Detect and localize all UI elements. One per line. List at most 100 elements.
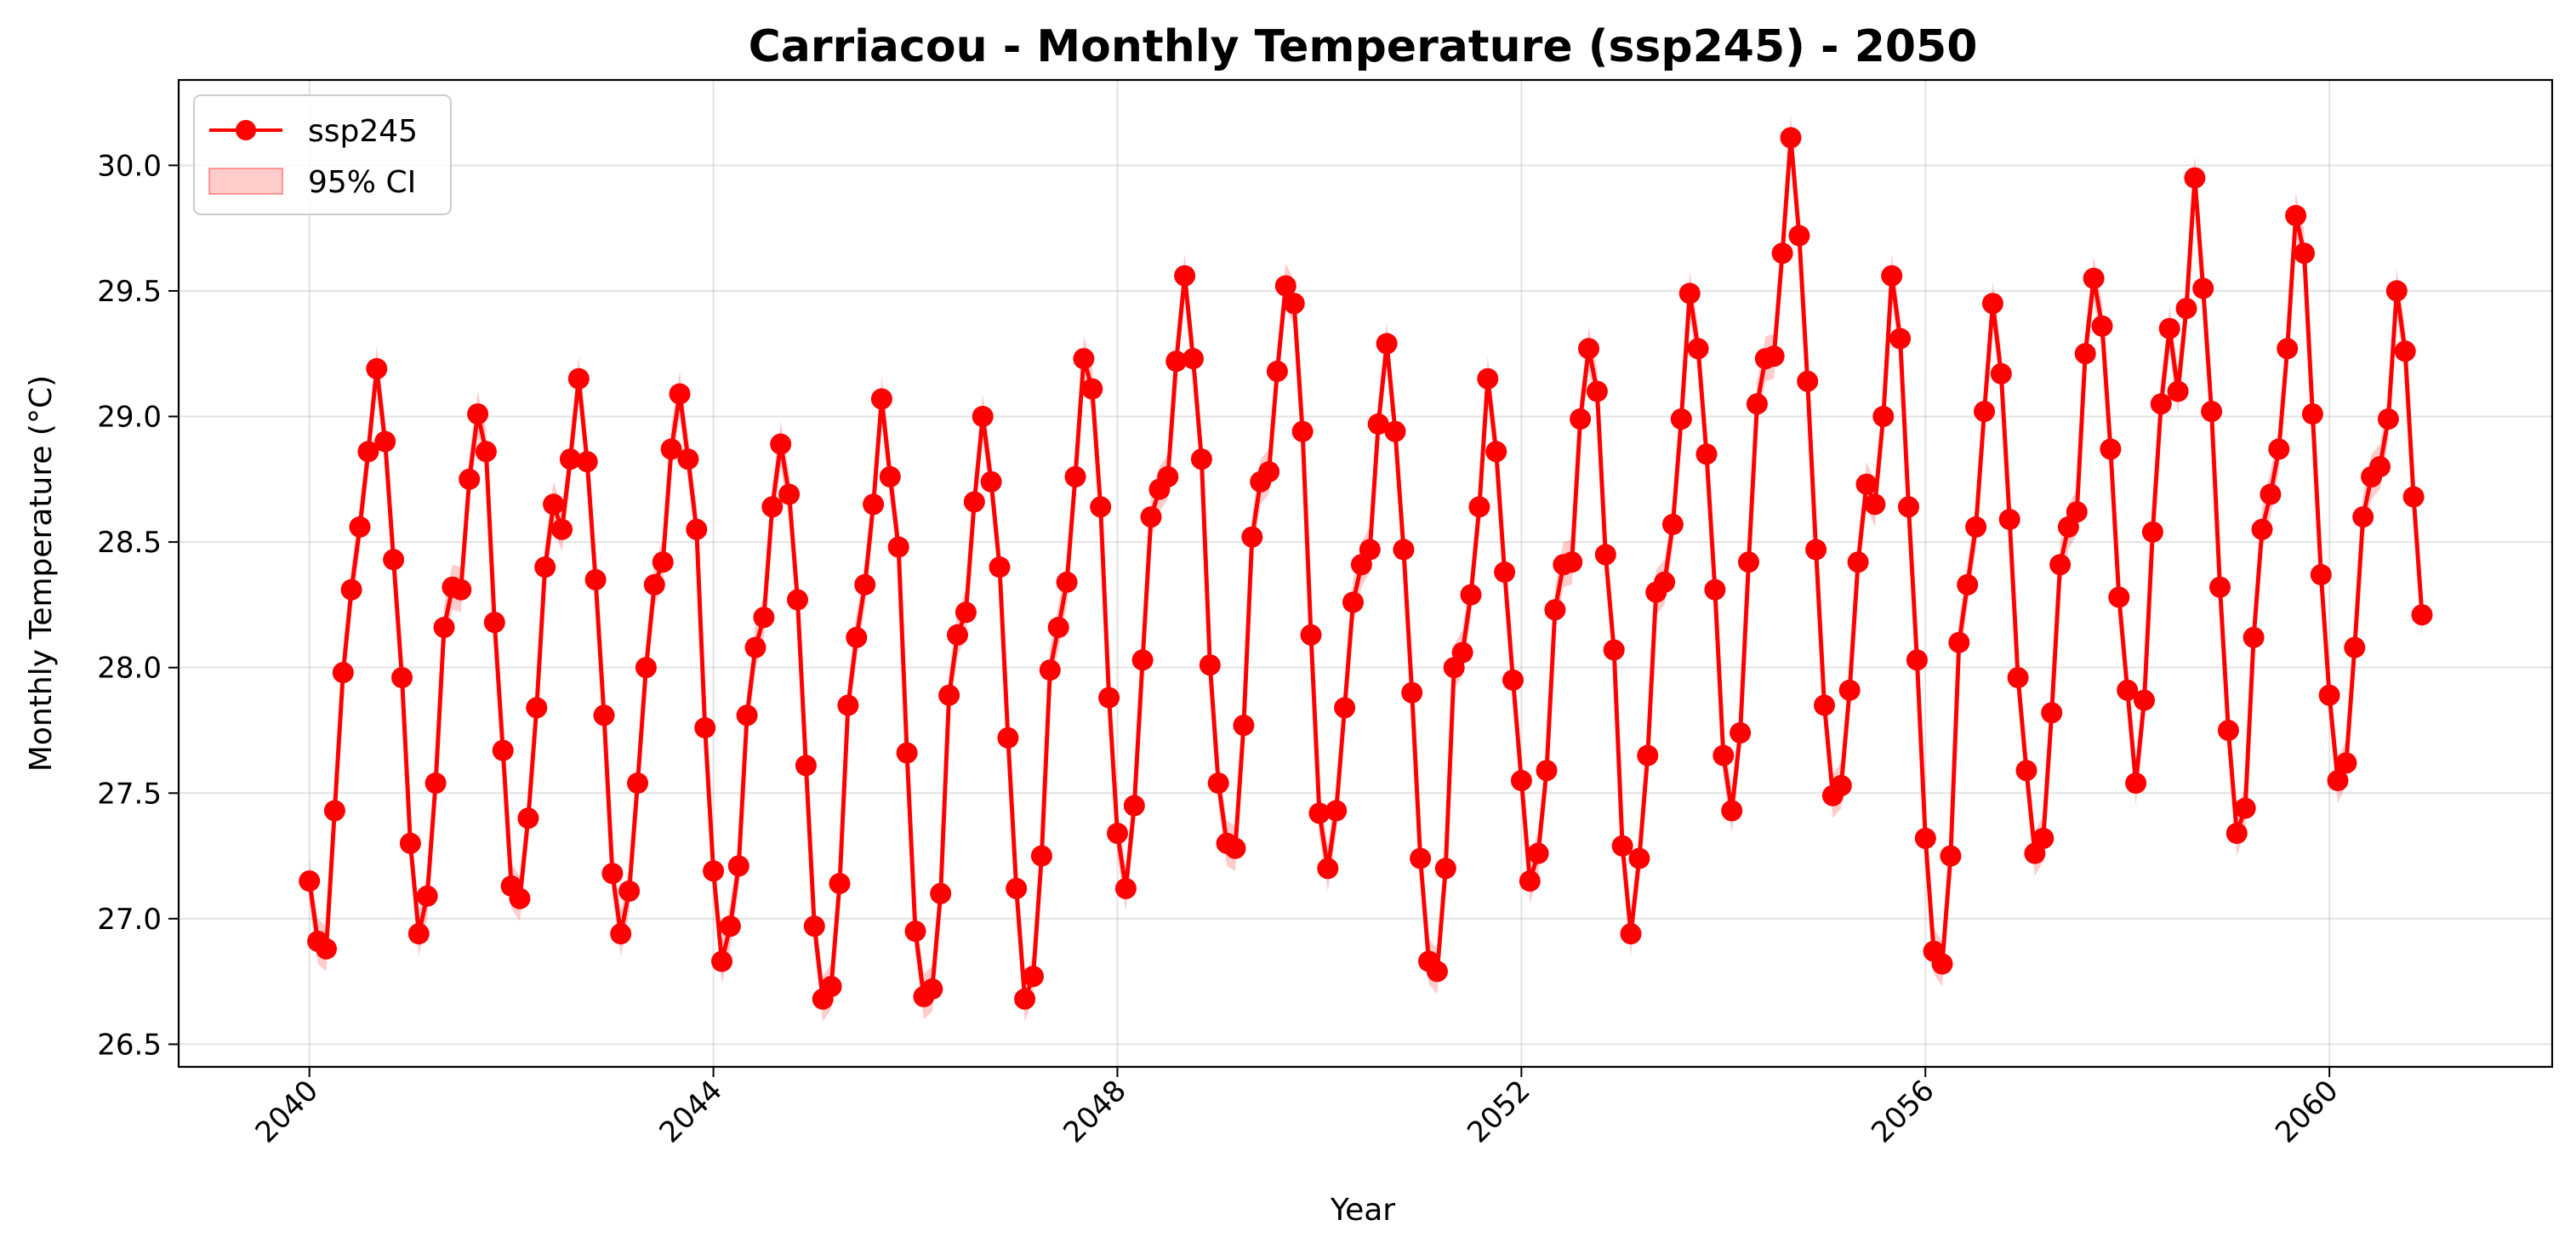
data-point	[543, 493, 565, 516]
data-point	[1678, 282, 1701, 305]
data-point	[938, 684, 960, 706]
x-tick-label: 2040	[249, 1074, 325, 1149]
data-point	[2344, 636, 2366, 658]
data-point	[2352, 506, 2374, 528]
data-point	[2141, 521, 2163, 543]
data-point	[1291, 420, 1314, 442]
y-tick-label: 29.5	[97, 275, 162, 309]
data-point	[1123, 795, 1145, 817]
data-point	[947, 624, 968, 646]
x-tick-label: 2044	[653, 1074, 728, 1149]
data-point	[887, 536, 909, 558]
data-point	[316, 938, 337, 960]
data-point	[1157, 465, 1179, 487]
data-point	[2083, 267, 2105, 289]
data-point	[1998, 509, 2020, 530]
data-point	[837, 694, 859, 716]
data-point	[1914, 827, 1936, 849]
data-point	[323, 800, 345, 822]
data-point	[1637, 744, 1659, 767]
legend: ssp245 95% CI	[193, 94, 452, 215]
data-point	[1241, 526, 1263, 548]
data-point	[744, 636, 767, 658]
x-tick-label: 2052	[1461, 1074, 1536, 1149]
data-point	[1047, 617, 1069, 638]
data-point	[1384, 420, 1406, 442]
data-point	[509, 887, 531, 909]
data-point	[761, 496, 784, 518]
data-point	[1410, 847, 1432, 869]
data-point	[1064, 465, 1086, 487]
data-point	[1654, 571, 1676, 593]
data-point	[584, 568, 607, 590]
data-point	[2125, 772, 2147, 794]
data-point	[1704, 579, 1726, 601]
data-point	[1477, 368, 1499, 390]
data-point	[1872, 406, 1895, 427]
data-point	[635, 657, 657, 679]
data-point	[1881, 265, 1903, 287]
legend-label-ci: 95% CI	[308, 165, 416, 200]
data-point	[2285, 204, 2307, 226]
data-point	[1056, 571, 1078, 593]
data-point	[1485, 441, 1507, 463]
data-point	[2327, 770, 2349, 791]
data-point	[601, 863, 624, 885]
data-point	[2209, 576, 2231, 598]
data-point	[1738, 551, 1759, 573]
data-point	[2310, 564, 2332, 585]
data-point	[820, 976, 842, 997]
y-tick-label: 29.0	[97, 401, 162, 435]
data-point	[2015, 760, 2037, 782]
data-point	[1670, 408, 1692, 430]
data-point	[383, 549, 405, 571]
data-point	[989, 556, 1011, 579]
data-point	[1334, 697, 1356, 719]
data-point	[1224, 837, 1246, 859]
data-point	[526, 697, 548, 719]
data-point	[795, 755, 817, 777]
data-point	[677, 448, 699, 470]
data-point	[1570, 408, 1592, 430]
data-point	[1965, 516, 1987, 538]
data-point	[1730, 721, 1752, 744]
data-point	[1342, 591, 1364, 613]
data-point	[1519, 870, 1541, 892]
data-point	[1359, 539, 1381, 561]
data-point	[1233, 715, 1255, 737]
data-point	[2150, 393, 2172, 415]
data-point	[1502, 669, 1524, 691]
data-point	[1114, 877, 1137, 899]
data-point	[1721, 800, 1743, 822]
x-tick-label: 2048	[1057, 1074, 1132, 1149]
data-point	[2318, 684, 2340, 706]
data-point	[1687, 338, 1709, 360]
data-point	[1620, 923, 1642, 945]
data-point	[2117, 679, 2139, 701]
data-point	[1258, 461, 1280, 482]
x-tick-label: 2056	[1865, 1074, 1941, 1149]
data-point	[2226, 823, 2248, 844]
data-point	[2277, 338, 2299, 360]
data-point	[2100, 438, 2122, 460]
y-tick-label: 30.0	[97, 149, 162, 183]
data-point	[1274, 275, 1297, 297]
data-point	[1536, 760, 1558, 782]
data-point	[2411, 604, 2433, 626]
legend-marker-swatch	[236, 120, 256, 140]
data-point	[736, 704, 758, 727]
data-point	[1376, 333, 1398, 355]
data-point	[1611, 835, 1633, 857]
data-point	[349, 516, 371, 538]
data-point	[1805, 539, 1827, 561]
data-point	[2175, 298, 2197, 320]
data-point	[863, 493, 885, 516]
data-point	[1140, 506, 1162, 528]
y-axis-label: Monthly Temperature (°C)	[24, 375, 59, 772]
data-point	[1780, 127, 1802, 149]
data-point	[753, 607, 775, 629]
data-point	[407, 923, 430, 945]
plot-frame	[177, 78, 2554, 1069]
data-point	[2301, 403, 2323, 425]
data-point	[467, 403, 489, 425]
